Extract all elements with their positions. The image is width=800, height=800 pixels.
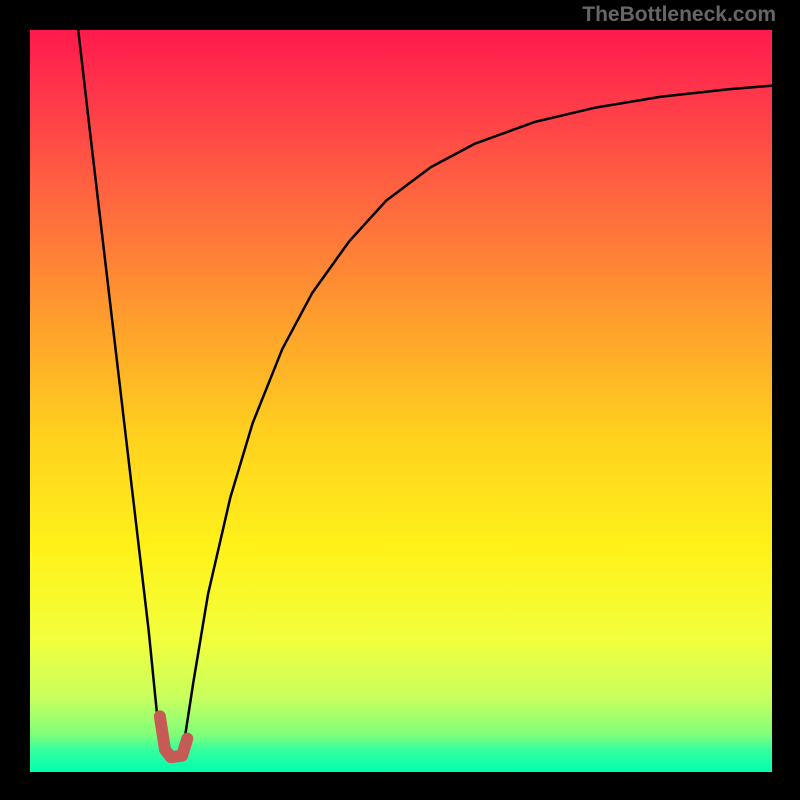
chart-container: TheBottleneck.com [0, 0, 800, 800]
chart-background [30, 30, 772, 772]
plot-area [30, 30, 772, 772]
watermark-text: TheBottleneck.com [582, 3, 776, 27]
chart-svg [30, 30, 772, 772]
